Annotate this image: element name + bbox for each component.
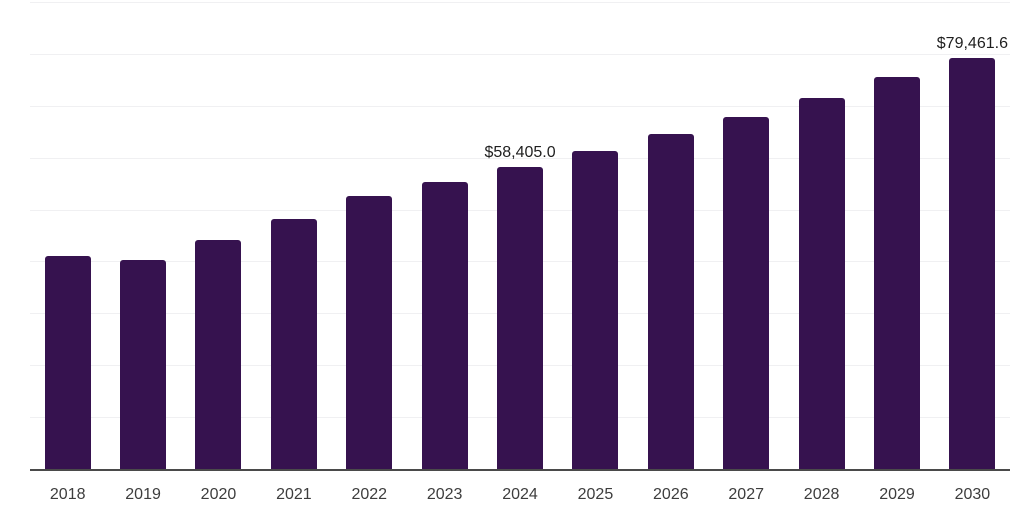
bar-slot-2020 [181,3,256,470]
bar-2022[interactable] [346,195,393,470]
bar-slot-2019 [105,3,180,470]
gridline [30,53,1010,55]
x-tick-label-2018: 2018 [49,486,86,503]
bar-2027[interactable] [723,116,770,470]
bar-slot-2030: $79,461.6 [935,3,1010,470]
bar-slot-2022 [332,3,407,470]
data-label-2024: $58,405.0 [484,143,556,161]
bar-slot-2029 [859,3,934,470]
bar-2028[interactable] [798,97,845,470]
bar-slot-2018 [30,3,105,470]
x-tick-label-2021: 2021 [276,486,312,503]
x-tick-label-2029: 2029 [879,486,915,503]
bar-2025[interactable] [572,150,619,470]
bar-2018[interactable] [44,256,91,470]
x-axis-labels: 2018 2019 2020 2021 2022 2023 2024 2025 2026 2027… [30,471,1010,504]
bar-slot-2026 [633,3,708,470]
bar-2029[interactable] [873,77,920,470]
x-tick-label-2026: 2026 [653,486,689,503]
data-label-2030: $79,461.6 [936,34,1008,52]
x-tick-label-2025: 2025 [577,486,614,503]
bar-slot-2021 [256,3,331,470]
plot-area: $58,405.0 $79,461.6 [30,2,1010,471]
gridline [30,105,1010,107]
x-tick-label-2023: 2023 [426,486,463,503]
x-tick-label-2019: 2019 [125,486,161,503]
bar-slot-2027 [709,3,784,470]
gridline [30,2,1010,3]
x-tick-label-2027: 2027 [728,486,764,503]
bar-2019[interactable] [120,259,167,470]
bar-slot-2023 [407,3,482,470]
x-tick-label-2028: 2028 [803,486,840,503]
gridline [30,157,1010,159]
bar-2020[interactable] [195,240,242,470]
bar-2024[interactable] [497,166,544,470]
bar-slot-2024: $58,405.0 [482,3,557,470]
x-tick-label-2024: 2024 [502,486,538,503]
bar-2026[interactable] [647,134,694,470]
bar-slot-2025 [558,3,633,470]
bar-chart: $58,405.0 $79,461.6 2018 2019 2020 2021 2022 2… [30,0,1010,512]
bar-2023[interactable] [421,181,468,470]
bar-slot-2028 [784,3,859,470]
x-axis-line [30,469,1010,471]
bar-2030[interactable] [949,57,996,470]
x-tick-label-2020: 2020 [200,486,237,503]
x-tick-label-2022: 2022 [351,486,388,503]
bars-container: $58,405.0 $79,461.6 [30,3,1010,470]
x-tick-label-2030: 2030 [954,486,991,503]
bar-2021[interactable] [270,219,317,470]
